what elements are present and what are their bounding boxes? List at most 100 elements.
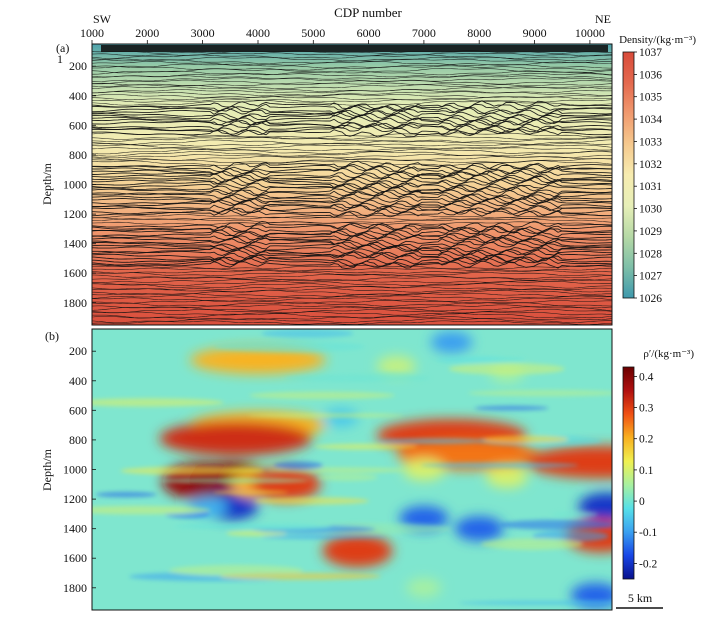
colorbar-a-tick-label: 1037 <box>639 47 662 59</box>
anomaly <box>431 332 473 354</box>
surface-band <box>101 45 608 52</box>
colorbar-a-tick-label: 1033 <box>639 137 662 149</box>
colorbar-b-tick-label: 0.1 <box>639 465 654 477</box>
colorbar-a-tick-label: 1029 <box>639 226 662 238</box>
panel-b-plot <box>66 329 676 610</box>
y-tick-label: 1800 <box>63 296 87 310</box>
y-tick-label: 1200 <box>63 207 87 221</box>
colorbar-a-tick-label: 1036 <box>639 69 662 81</box>
anomaly <box>159 421 312 455</box>
y-tick-label: 600 <box>69 403 87 417</box>
anomaly <box>251 468 321 501</box>
y-tick-label: 600 <box>69 118 87 132</box>
colorbar-b-tick-label: 0.4 <box>639 371 654 383</box>
band-streak <box>66 506 211 515</box>
colorbar-a-tick-label: 1028 <box>639 248 662 260</box>
colorbar-b-tick-label: 0 <box>639 496 645 508</box>
y-tick-label: 400 <box>69 374 87 388</box>
band-streak <box>156 478 309 484</box>
panel-b-y-axis-label: Depth/m <box>40 448 54 491</box>
colorbar-a-ticks: 1026 1027 1028 1029 1030 1031 1032 1033 1034 1035… <box>634 47 662 305</box>
band-streak <box>449 363 565 375</box>
band-streak <box>436 356 525 363</box>
anomaly <box>323 408 358 427</box>
band-streak <box>249 392 395 400</box>
panel-a-y-ticks: 120040060080010001200140016001800 <box>57 52 96 310</box>
band-streak <box>475 406 549 411</box>
y-tick-label: 1400 <box>63 522 87 536</box>
x-tick-label: 8000 <box>467 26 491 40</box>
colorbar-a-tick-label: 1026 <box>639 293 662 305</box>
anomaly <box>526 446 676 479</box>
band-streak <box>314 444 417 450</box>
colorbar-a-tick-label: 1032 <box>639 159 662 171</box>
colorbar-a-tick-label: 1031 <box>639 181 662 193</box>
colorbar-b-tick-label: 0.3 <box>639 403 654 415</box>
y-tick-label: 1200 <box>63 492 87 506</box>
panel-a-y-axis-label: Depth/m <box>40 162 54 205</box>
panel-b-label: (b) <box>45 329 59 343</box>
colorbar-a-title: Density/(kg·m⁻³) <box>619 34 696 46</box>
anomaly <box>406 578 441 597</box>
band-streak <box>552 512 598 517</box>
y-tick-label: 1 <box>57 52 63 66</box>
x-tick-label: 3000 <box>191 26 215 40</box>
y-tick-label: 1000 <box>63 463 87 477</box>
panel-a-plot <box>90 44 614 325</box>
x-tick-label: 5000 <box>301 26 325 40</box>
colorbar-b-title: ρ′/(kg·m⁻³) <box>643 348 694 360</box>
left-direction-label: SW <box>93 12 112 26</box>
y-tick-label: 400 <box>69 89 87 103</box>
band-streak <box>481 538 583 550</box>
band-streak <box>459 601 635 606</box>
x-tick-label: 1000 <box>80 26 104 40</box>
band-streak <box>120 466 264 475</box>
band-streak <box>378 438 486 444</box>
y-tick-label: 1400 <box>63 237 87 251</box>
band-streak <box>214 490 289 495</box>
y-tick-label: 1600 <box>63 551 87 565</box>
band-streak <box>484 435 569 443</box>
x-tick-label: 9000 <box>523 26 547 40</box>
x-tick-label: 10000 <box>575 26 605 40</box>
right-direction-label: NE <box>595 12 611 26</box>
colorbar-a-tick-label: 1027 <box>639 271 662 283</box>
colorbar-b-tick-label: -0.1 <box>639 527 657 539</box>
colorbar-a-tick-label: 1035 <box>639 92 662 104</box>
band-streak <box>248 413 403 418</box>
y-tick-label: 1600 <box>63 266 87 280</box>
band-streak <box>254 497 369 505</box>
band-streak <box>318 474 378 481</box>
colorbar-b-tick-label: 0.2 <box>639 434 654 446</box>
band-streak <box>274 461 323 470</box>
band-streak <box>220 573 381 580</box>
x-tick-label: 2000 <box>135 26 159 40</box>
y-tick-label: 200 <box>69 59 87 73</box>
y-tick-label: 800 <box>69 148 87 162</box>
anomaly <box>486 466 528 488</box>
band-streak <box>174 523 332 529</box>
colorbar-a-tick-label: 1030 <box>639 204 662 216</box>
anomaly <box>403 459 445 481</box>
band-streak <box>421 462 579 468</box>
y-tick-label: 800 <box>69 433 87 447</box>
panel-b-y-ticks: 20040060080010001200140016001800 <box>63 344 96 595</box>
y-tick-label: 1800 <box>63 581 87 595</box>
y-tick-label: 1000 <box>63 178 87 192</box>
scale-bar-label: 5 km <box>628 591 653 605</box>
x-tick-label: 4000 <box>246 26 270 40</box>
band-streak <box>468 390 623 396</box>
colorbar-a-tick-label: 1034 <box>639 114 662 126</box>
band-streak <box>499 520 615 530</box>
anomaly <box>455 517 504 541</box>
colorbar-b-tick-label: -0.2 <box>639 558 657 570</box>
band-streak <box>96 492 157 498</box>
anomaly <box>323 534 393 567</box>
band-streak <box>261 535 386 540</box>
top-axis-ticks: 1000 2000 3000 4000 5000 6000 7000 8000 9000 1000… <box>80 26 605 44</box>
band-streak <box>284 374 431 382</box>
colorbar-a <box>623 52 634 298</box>
colorbar-b-ticks: -0.2 -0.1 0 0.1 0.2 0.3 0.4 <box>634 371 657 570</box>
